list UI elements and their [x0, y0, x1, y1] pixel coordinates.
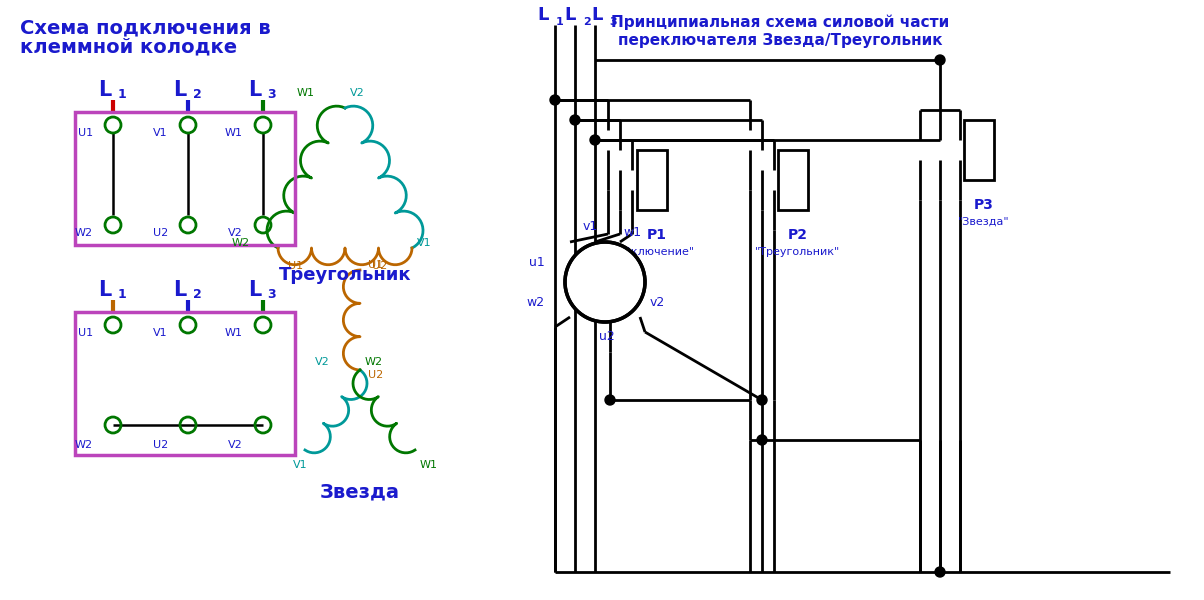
Circle shape — [936, 55, 945, 65]
Circle shape — [565, 242, 645, 322]
Text: L: L — [591, 6, 603, 24]
Bar — [778, 150, 808, 210]
Text: L: L — [173, 80, 187, 100]
Circle shape — [604, 395, 615, 405]
Text: W1: W1 — [297, 88, 315, 98]
Text: Принципиальная схема силовой части: Принципиальная схема силовой части — [610, 14, 949, 30]
Text: V1: V1 — [417, 238, 431, 248]
Circle shape — [590, 135, 600, 145]
Text: U2: U2 — [153, 228, 169, 238]
Text: V2: V2 — [229, 228, 243, 238]
Text: U2: U2 — [372, 261, 386, 271]
Text: Треугольник: Треугольник — [279, 266, 412, 284]
Text: 3: 3 — [609, 17, 616, 27]
Text: U2: U2 — [153, 440, 169, 450]
Text: "Включение": "Включение" — [619, 247, 695, 257]
Text: 2: 2 — [193, 289, 201, 301]
Text: U2: U2 — [368, 370, 383, 380]
Text: W2: W2 — [75, 440, 93, 450]
Bar — [637, 150, 667, 210]
Text: клеммной колодке: клеммной колодке — [20, 37, 237, 56]
Text: L: L — [99, 80, 112, 100]
Text: v2: v2 — [650, 295, 666, 308]
Text: 3: 3 — [267, 289, 276, 301]
Text: L: L — [99, 280, 112, 300]
Text: W2: W2 — [365, 357, 383, 367]
Text: L: L — [537, 6, 549, 24]
Text: L: L — [248, 280, 261, 300]
Text: W2: W2 — [232, 238, 250, 248]
Text: V2: V2 — [350, 88, 365, 98]
Circle shape — [569, 115, 580, 125]
Text: L: L — [248, 80, 261, 100]
Circle shape — [550, 95, 560, 105]
Text: 2: 2 — [193, 88, 201, 101]
Bar — [75, 112, 295, 245]
Circle shape — [936, 567, 945, 577]
Text: V1: V1 — [293, 460, 307, 470]
Text: "Треугольник": "Треугольник" — [755, 247, 840, 257]
Text: V1: V1 — [153, 128, 169, 138]
Text: 2: 2 — [583, 17, 591, 27]
Text: U1: U1 — [78, 128, 93, 138]
Text: Р2: Р2 — [787, 228, 808, 242]
Text: U1: U1 — [368, 260, 383, 270]
Text: 1: 1 — [118, 88, 126, 101]
Text: Схема подключения в: Схема подключения в — [20, 19, 271, 37]
Text: L: L — [565, 6, 576, 24]
Text: v1: v1 — [583, 220, 597, 233]
Text: Р1: Р1 — [647, 228, 667, 242]
Circle shape — [757, 435, 767, 445]
Text: W2: W2 — [75, 228, 93, 238]
Text: W1: W1 — [420, 460, 438, 470]
Text: W1: W1 — [225, 128, 243, 138]
Circle shape — [757, 395, 767, 405]
Text: U1: U1 — [78, 328, 93, 338]
Text: переключателя Звезда/Треугольник: переключателя Звезда/Треугольник — [618, 32, 943, 47]
Text: W1: W1 — [225, 328, 243, 338]
Text: V2: V2 — [229, 440, 243, 450]
Text: U1: U1 — [288, 261, 303, 271]
Text: V1: V1 — [153, 328, 169, 338]
Text: L: L — [173, 280, 187, 300]
Text: V2: V2 — [315, 357, 330, 367]
Text: Звезда: Звезда — [320, 482, 400, 502]
Text: u1: u1 — [530, 256, 545, 269]
Text: М: М — [595, 272, 615, 292]
Text: 3: 3 — [267, 88, 276, 101]
Text: w1: w1 — [622, 226, 641, 238]
Text: w2: w2 — [527, 295, 545, 308]
Bar — [964, 120, 995, 180]
Text: Р3: Р3 — [974, 198, 995, 212]
Text: u2: u2 — [600, 331, 615, 343]
Bar — [75, 312, 295, 455]
Text: 1: 1 — [556, 17, 563, 27]
Text: "Звезда": "Звезда" — [958, 217, 1010, 227]
Text: 1: 1 — [118, 289, 126, 301]
